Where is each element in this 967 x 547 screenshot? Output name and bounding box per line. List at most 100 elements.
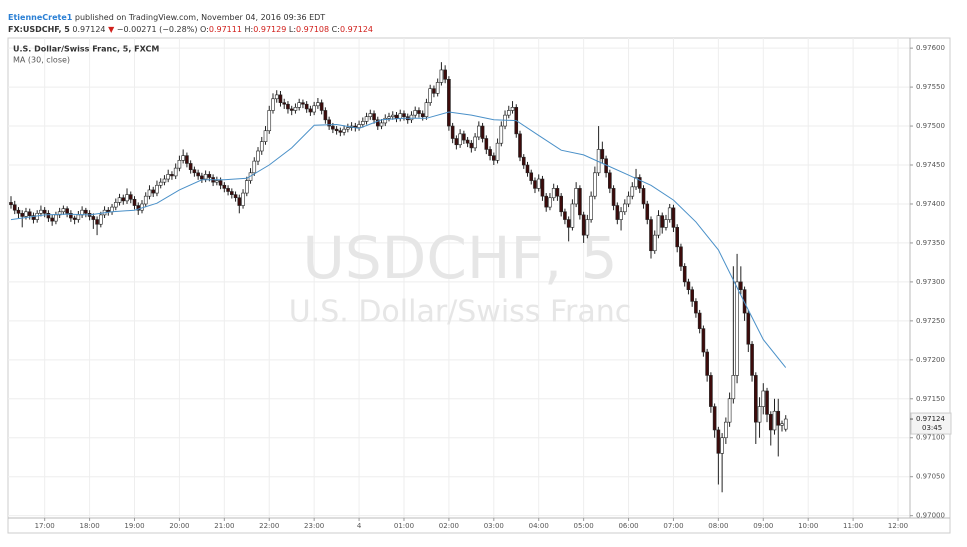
candle-body — [656, 215, 661, 236]
watermark-subtitle: U.S. Dollar/Swiss Franc — [289, 295, 632, 330]
x-tick-label: 21:00 — [214, 522, 234, 530]
candle-body — [39, 209, 43, 214]
candle-body — [742, 289, 747, 314]
y-tick-label: 0.97450 — [916, 161, 945, 169]
candle-body — [84, 209, 88, 214]
candle-body — [177, 160, 182, 169]
candle-body — [136, 205, 141, 211]
candle-body — [450, 125, 455, 139]
candle-body — [548, 197, 552, 208]
candle-body — [106, 209, 111, 213]
candle-body — [181, 155, 185, 161]
candle-body — [304, 103, 309, 110]
candle-body — [185, 155, 189, 164]
candle-body — [608, 172, 612, 189]
candle-body — [619, 211, 623, 220]
candle-body — [510, 107, 515, 111]
ohlc-value: 0.97111 — [208, 25, 242, 34]
candle-body — [16, 209, 21, 214]
ohlc-value: 0.97129 — [253, 25, 287, 34]
ohlc-value: 0.97108 — [296, 25, 330, 34]
candle-body — [222, 184, 227, 189]
candle-body — [158, 181, 163, 186]
candle-body — [536, 178, 541, 189]
candle-body — [256, 150, 260, 162]
candle-body — [697, 312, 702, 329]
candle-body — [720, 437, 724, 454]
candle-body — [435, 82, 440, 94]
candle-body — [709, 375, 713, 407]
author[interactable]: EtienneCrete1 — [8, 13, 73, 22]
candle-body — [484, 138, 489, 150]
candle-body — [454, 138, 459, 146]
candle-body — [768, 414, 773, 431]
ohlc-label: L: — [288, 25, 297, 34]
candle-body — [162, 178, 167, 183]
candle-body — [783, 418, 788, 430]
candle-body — [757, 406, 762, 423]
candle-body — [91, 216, 96, 220]
candle-body — [424, 102, 429, 118]
candle-body — [368, 113, 373, 118]
candle-body — [443, 69, 447, 80]
last-price-label: 0.97124 — [916, 415, 945, 423]
candle-body — [170, 174, 174, 177]
candle-body — [469, 142, 474, 149]
x-tick-label: 07:00 — [663, 522, 683, 530]
candle-body — [267, 110, 272, 132]
candle-body — [495, 142, 500, 161]
candle-body — [342, 128, 346, 133]
candle-body — [776, 410, 781, 426]
candle-body — [271, 98, 275, 111]
candle-body — [623, 203, 627, 213]
candle-body — [724, 421, 728, 439]
x-tick-label: 22:00 — [259, 522, 279, 530]
x-tick-label: 04:00 — [529, 522, 549, 530]
candle-body — [626, 195, 631, 205]
candle-body — [125, 194, 129, 202]
candle-body — [585, 219, 590, 236]
candle-body — [259, 141, 264, 152]
x-tick-label: 19:00 — [124, 522, 144, 530]
candle-body — [334, 128, 339, 132]
x-tick-label: 17:00 — [35, 522, 55, 530]
candle-body — [439, 69, 444, 83]
candle-body — [563, 211, 567, 220]
candle-body — [398, 113, 403, 119]
candle-body — [203, 174, 208, 180]
candle-body — [289, 108, 294, 111]
candle-body — [544, 195, 549, 208]
y-tick-label: 0.97350 — [916, 239, 945, 247]
candle-body — [200, 175, 204, 180]
candle-body — [480, 125, 485, 139]
x-tick-label: 23:00 — [304, 522, 324, 530]
x-tick-label: 12:00 — [888, 522, 908, 530]
candle-body — [413, 110, 418, 116]
ma-line — [10, 111, 787, 368]
candle-body — [578, 188, 582, 216]
candle-body — [390, 114, 395, 118]
candle-body — [31, 215, 36, 220]
header: EtienneCrete1 published on TradingView.c… — [8, 12, 373, 36]
x-tick-label: 05:00 — [574, 522, 594, 530]
y-tick-label: 0.97200 — [916, 356, 945, 364]
y-tick-label: 0.97500 — [916, 122, 945, 130]
candle-body — [72, 217, 77, 220]
candle-body — [739, 281, 743, 290]
candle-body — [529, 172, 534, 181]
watermark: USDCHF, 5 — [302, 224, 617, 292]
symbol: FX:USDCHF, 5 — [8, 25, 70, 34]
candle-body — [645, 203, 650, 220]
y-tick-label: 0.97300 — [916, 278, 945, 286]
candle-body — [727, 398, 732, 423]
candle-body — [735, 281, 739, 376]
candle-body — [143, 195, 148, 205]
candle-body — [155, 184, 159, 194]
candle-body — [357, 124, 361, 128]
candle-body — [420, 113, 425, 118]
candle-body — [750, 343, 754, 376]
candle-body — [701, 328, 706, 353]
candle-body — [533, 180, 537, 189]
candle-body — [173, 167, 178, 177]
candle-body — [417, 110, 421, 114]
